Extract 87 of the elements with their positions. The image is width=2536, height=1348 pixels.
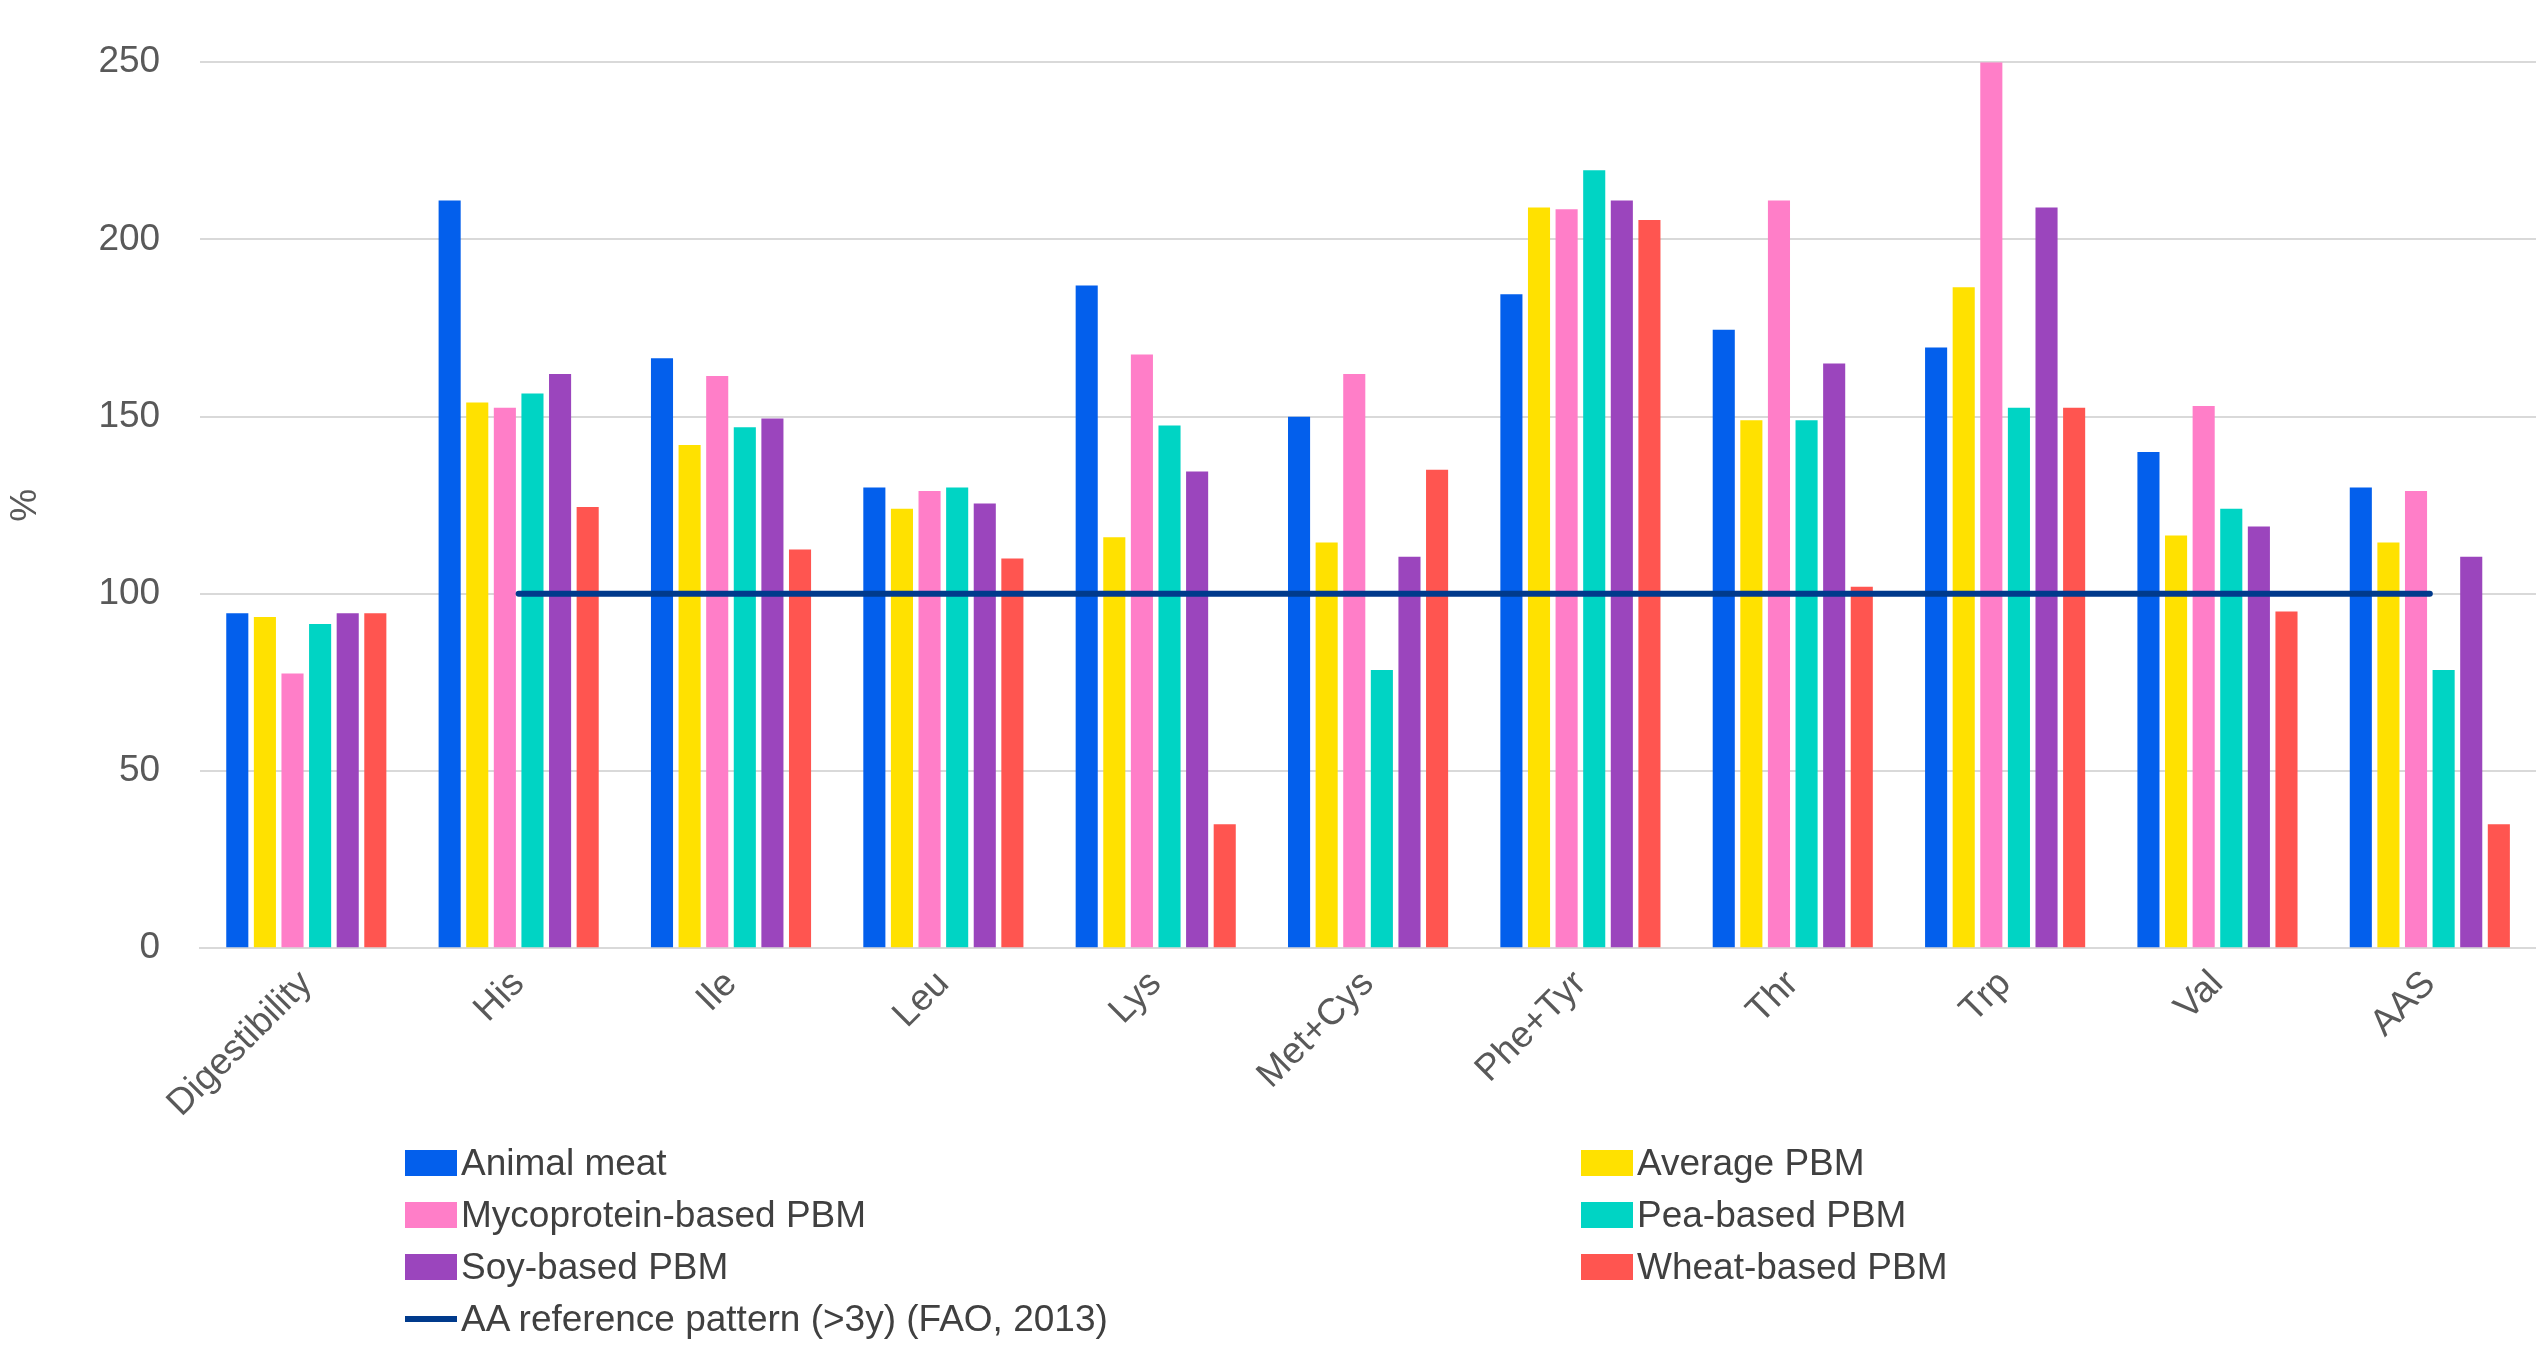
bar <box>733 427 756 948</box>
x-tick-label: Thr <box>1737 961 1806 1031</box>
bar <box>2063 407 2086 948</box>
bar <box>706 375 729 948</box>
bar <box>1130 354 1153 948</box>
bar <box>493 407 516 948</box>
bar <box>1583 170 1606 948</box>
bar <box>1001 558 1024 948</box>
legend-label: Animal meat <box>461 1142 667 1184</box>
bar <box>1500 294 1523 948</box>
legend-label: AA reference pattern (>3y) (FAO, 2013) <box>461 1298 1108 1340</box>
bar <box>650 358 674 948</box>
bar <box>2220 508 2243 948</box>
bar <box>1075 285 1098 948</box>
legend-label: Soy-based PBM <box>461 1246 729 1288</box>
bar <box>521 393 544 948</box>
bar <box>2404 491 2428 948</box>
legend-label: Average PBM <box>1637 1142 1865 1184</box>
bar <box>1158 425 1181 948</box>
legend-label: Wheat-based PBM <box>1637 1246 1948 1288</box>
bar <box>2247 526 2270 948</box>
bar <box>1795 420 1818 948</box>
y-tick-label: 250 <box>98 39 161 81</box>
bar <box>466 402 489 948</box>
bar <box>1712 329 1735 948</box>
bar <box>761 418 784 948</box>
bar <box>1980 62 2003 948</box>
bar <box>1638 219 1661 948</box>
bar <box>678 444 701 948</box>
bar <box>1767 200 1791 948</box>
bar <box>549 374 572 948</box>
legend-label: Pea-based PBM <box>1637 1194 1907 1236</box>
y-tick-label: 50 <box>118 748 161 790</box>
bar <box>2035 207 2058 948</box>
bar <box>1398 556 1421 948</box>
bar <box>918 491 941 948</box>
bar <box>1925 347 1948 948</box>
y-axis-title: % <box>3 488 45 522</box>
bar <box>1213 824 1236 948</box>
bar <box>1186 471 1209 948</box>
bar <box>1315 542 1338 948</box>
bar <box>1527 207 1551 948</box>
y-tick-label: 200 <box>98 216 161 258</box>
bar <box>438 200 461 948</box>
bar <box>2432 670 2455 948</box>
bar <box>1370 670 1393 948</box>
bar <box>576 507 599 948</box>
bar <box>946 487 969 948</box>
bar <box>2487 824 2510 948</box>
bar <box>1740 420 1763 948</box>
bar <box>1343 374 1366 948</box>
x-tick-label: His <box>464 961 532 1029</box>
bar <box>281 673 304 948</box>
bar <box>890 508 913 948</box>
bar <box>2165 535 2188 948</box>
bar <box>1850 586 1873 948</box>
bar <box>2192 406 2215 948</box>
bar <box>2377 542 2400 948</box>
bar <box>253 616 276 948</box>
bar <box>2137 452 2160 948</box>
y-tick-label: 100 <box>98 571 161 613</box>
bar <box>788 549 812 948</box>
bar <box>2007 407 2030 948</box>
x-tick-label: Leu <box>883 961 957 1035</box>
bar <box>2349 487 2372 948</box>
legend-label: Mycoprotein-based PBM <box>461 1194 867 1236</box>
bar <box>336 613 359 948</box>
x-tick-label: Val <box>2165 961 2231 1027</box>
x-tick-label: Trp <box>1950 961 2018 1030</box>
y-tick-label: 0 <box>139 925 161 967</box>
bar <box>226 613 249 948</box>
bar <box>973 503 996 948</box>
bar <box>1103 537 1126 948</box>
x-tick-label: Ile <box>687 961 744 1019</box>
y-tick-label: 150 <box>98 393 161 435</box>
bar <box>1823 363 1846 948</box>
bar <box>2275 611 2298 948</box>
bar <box>309 623 332 948</box>
bar <box>1610 200 1633 948</box>
bar <box>1288 416 1311 948</box>
bar <box>1952 287 1975 948</box>
bar <box>1426 469 1449 948</box>
bar <box>1555 209 1578 948</box>
bar <box>2460 556 2483 948</box>
x-tick-label: Lys <box>1099 961 1169 1031</box>
bar <box>863 487 886 948</box>
bar <box>364 613 387 948</box>
